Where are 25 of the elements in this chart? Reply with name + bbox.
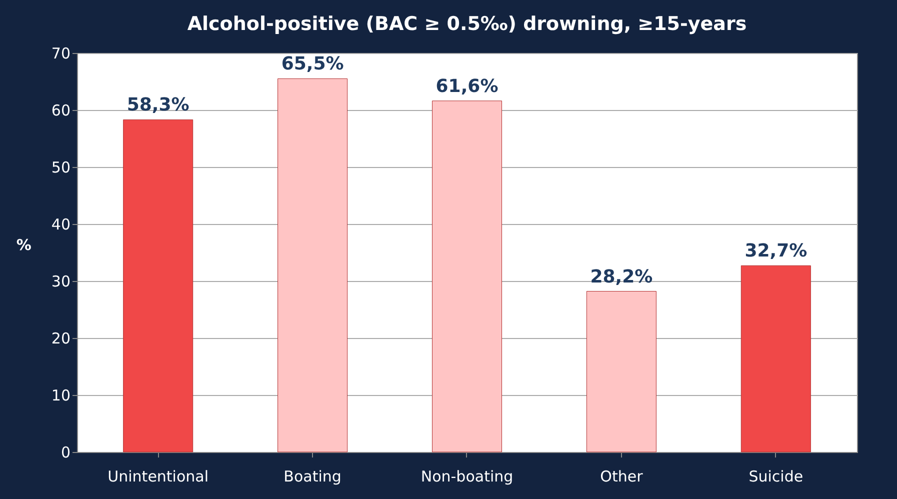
bar	[278, 78, 348, 452]
bar	[586, 291, 656, 452]
data-label: 61,6%	[436, 76, 498, 97]
y-tick-label: 70	[51, 44, 70, 62]
y-axis-title: %	[16, 236, 32, 254]
x-tick-label: Unintentional	[108, 468, 209, 486]
data-label: 58,3%	[126, 94, 190, 116]
y-tick-label: 40	[51, 216, 70, 234]
bar	[432, 100, 502, 452]
data-label: 32,7%	[744, 240, 808, 262]
y-tick-label: 60	[51, 102, 70, 120]
x-tick-label: Boating	[284, 468, 342, 486]
bar	[740, 265, 811, 452]
data-label: 65,5%	[281, 54, 344, 75]
bar	[123, 119, 194, 452]
y-tick-label: 0	[60, 444, 70, 462]
x-tick-label: Non-boating	[420, 468, 514, 486]
data-label: 28,2%	[590, 266, 653, 288]
chart-title: Alcohol-positive (BAC ≥ 0.5‰) drowning, ≥15-years	[187, 13, 747, 35]
y-tick-label: 20	[51, 330, 70, 348]
y-tick-label: 30	[51, 272, 70, 290]
x-tick-label: Suicide	[748, 468, 804, 486]
x-tick-label: Other	[600, 468, 644, 486]
y-tick-label: 10	[51, 386, 70, 404]
y-tick-label: 50	[51, 158, 70, 176]
